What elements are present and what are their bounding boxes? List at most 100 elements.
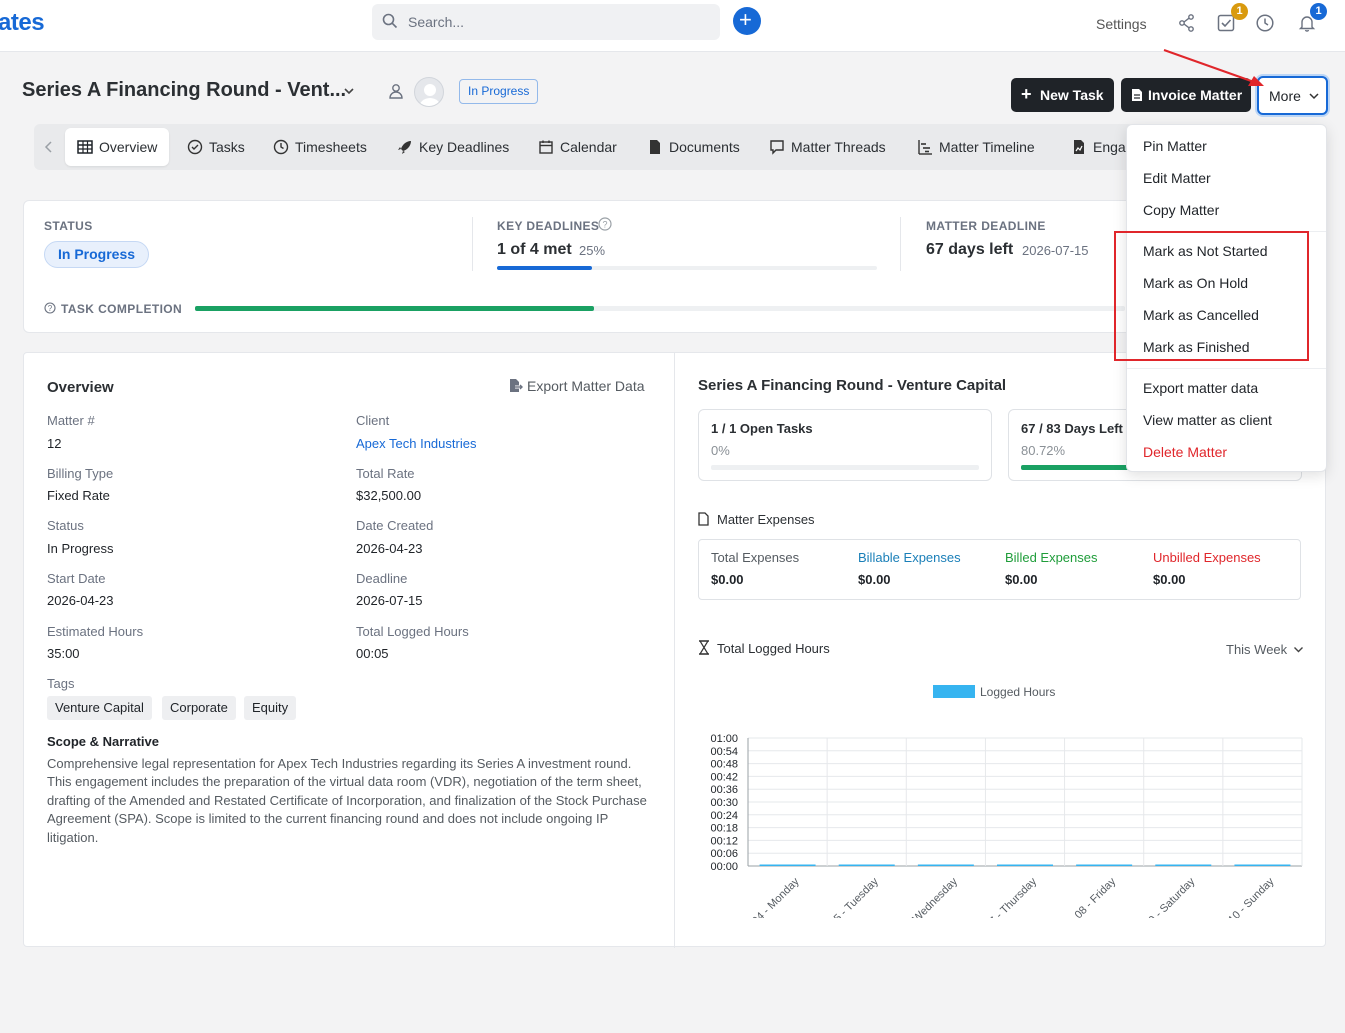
- menu-item-mark-not-started[interactable]: Mark as Not Started: [1143, 243, 1268, 259]
- days-left: 67 days left: [926, 241, 1014, 258]
- tag[interactable]: Venture Capital: [47, 696, 152, 720]
- menu-item-mark-cancelled[interactable]: Mark as Cancelled: [1143, 307, 1259, 323]
- deadlines-progress-fill: [497, 266, 592, 270]
- total-expenses-value: $0.00: [711, 572, 744, 587]
- export-matter-data-link[interactable]: Export Matter Data: [508, 378, 645, 394]
- y-tick-label: 00:18: [710, 823, 738, 835]
- tag[interactable]: Equity: [244, 696, 297, 720]
- task-completion-fill: [195, 306, 594, 311]
- clock-icon: [273, 139, 289, 155]
- top-bar: ates Search... + Settings 1 1: [0, 0, 1345, 52]
- tag[interactable]: Corporate: [162, 696, 236, 720]
- tab-matter-threads[interactable]: Matter Threads: [769, 128, 886, 166]
- check-circle-icon: [187, 139, 203, 155]
- status-pill: In Progress: [44, 241, 150, 268]
- days-left-percent: 80.72%: [1021, 443, 1066, 458]
- overview-heading: Overview: [47, 379, 114, 396]
- menu-item-edit-matter[interactable]: Edit Matter: [1143, 170, 1211, 186]
- avatar-placeholder-icon: [419, 84, 441, 106]
- y-tick-label: 00:48: [710, 759, 738, 771]
- task-completion-caption: TASK COMPLETION: [61, 302, 183, 316]
- matter-deadline-caption: MATTER DEADLINE: [926, 219, 1046, 233]
- menu-divider: [1127, 368, 1326, 369]
- billable-expenses-label: Billable Expenses: [858, 550, 961, 565]
- chevron-left-icon[interactable]: [44, 141, 54, 153]
- calendar-icon: [539, 140, 553, 154]
- menu-item-mark-finished[interactable]: Mark as Finished: [1143, 339, 1250, 355]
- date-range-select[interactable]: This Week: [1226, 642, 1304, 657]
- menu-item-view-as-client[interactable]: View matter as client: [1143, 412, 1272, 428]
- clock-icon[interactable]: [1255, 13, 1275, 33]
- billed-expenses-value: $0.00: [1005, 572, 1038, 587]
- search-box[interactable]: Search...: [372, 4, 720, 40]
- open-tasks-title: 1 / 1 Open Tasks: [711, 421, 813, 436]
- tab-overview[interactable]: Overview: [65, 128, 170, 166]
- open-tasks-card[interactable]: 1 / 1 Open Tasks 0%: [698, 409, 992, 481]
- deadlines-percent: 25%: [579, 243, 606, 258]
- app-logo[interactable]: ates: [0, 9, 45, 36]
- logged-hours-heading: Total Logged Hours: [717, 641, 830, 656]
- x-tick-label: 05 - Tuesday: [827, 875, 881, 918]
- status-caption: STATUS: [44, 219, 93, 233]
- more-button[interactable]: More: [1257, 76, 1328, 115]
- settings-link[interactable]: Settings: [1096, 16, 1147, 32]
- menu-item-export-data[interactable]: Export matter data: [1143, 380, 1259, 396]
- menu-item-pin-matter[interactable]: Pin Matter: [1143, 138, 1207, 154]
- chevron-down-icon[interactable]: [342, 84, 356, 98]
- svg-text:?: ?: [602, 220, 607, 230]
- billed-expenses-label: Billed Expenses: [1005, 550, 1098, 565]
- matter-summary-card: STATUS In Progress KEY DEADLINES ? 1 of …: [23, 200, 1326, 333]
- matter-tabs: Overview Tasks Timesheets Key Deadlines …: [34, 124, 1134, 170]
- y-tick-label: 00:54: [710, 746, 738, 758]
- menu-item-delete-matter[interactable]: Delete Matter: [1143, 444, 1228, 460]
- bar: [1234, 864, 1291, 866]
- estimated-hours-label: Estimated Hours: [47, 624, 144, 639]
- client-link[interactable]: Apex Tech Industries: [356, 436, 477, 451]
- total-expenses-label: Total Expenses: [711, 550, 800, 565]
- tasks-check-icon[interactable]: [1216, 13, 1236, 33]
- y-tick-label: 00:36: [710, 784, 738, 796]
- bell-icon[interactable]: [1297, 13, 1317, 33]
- table-icon: [77, 140, 93, 154]
- menu-item-copy-matter[interactable]: Copy Matter: [1143, 202, 1220, 218]
- new-task-button[interactable]: + New Task: [1011, 78, 1114, 112]
- page-title: Series A Financing Round - Vent...: [22, 79, 347, 101]
- status-badge: In Progress: [459, 79, 539, 104]
- client-label: Client: [356, 413, 390, 428]
- tab-engagement[interactable]: Enga: [1071, 128, 1126, 166]
- menu-item-mark-on-hold[interactable]: Mark as On Hold: [1143, 275, 1249, 291]
- tab-documents[interactable]: Documents: [647, 128, 740, 166]
- unbilled-expenses-value: $0.00: [1153, 572, 1186, 587]
- invoice-icon: [1132, 89, 1142, 101]
- logged-hours-chart: Logged Hours00:0000:0600:1200:1800:2400:…: [710, 685, 1303, 918]
- billing-type: Fixed Rate: [47, 488, 110, 503]
- export-icon: [510, 379, 523, 392]
- x-tick-label: 06 - Wednesday: [895, 875, 960, 918]
- tab-timesheets[interactable]: Timesheets: [273, 128, 367, 166]
- deadline-date: 2026-07-15: [1022, 243, 1089, 258]
- avatar[interactable]: [414, 77, 444, 107]
- bar: [1076, 864, 1133, 866]
- tab-matter-timeline[interactable]: Matter Timeline: [917, 128, 1035, 166]
- invoice-matter-button[interactable]: Invoice Matter: [1121, 78, 1251, 112]
- y-tick-label: 00:42: [710, 771, 738, 783]
- user-icon[interactable]: [387, 82, 405, 100]
- y-tick-label: 00:24: [710, 810, 738, 822]
- timeline-icon: [918, 140, 932, 155]
- y-tick-label: 00:12: [710, 835, 738, 847]
- open-tasks-percent: 0%: [711, 443, 730, 458]
- annotation-highlight-box: [1114, 231, 1309, 361]
- tab-calendar[interactable]: Calendar: [538, 128, 617, 166]
- help-icon[interactable]: ?: [44, 302, 56, 314]
- quick-add-button[interactable]: +: [733, 7, 761, 35]
- search-input[interactable]: Search...: [408, 14, 465, 30]
- tab-key-deadlines[interactable]: Key Deadlines: [397, 128, 509, 166]
- total-rate-label: Total Rate: [356, 466, 415, 481]
- share-icon[interactable]: [1177, 13, 1197, 33]
- tab-tasks[interactable]: Tasks: [187, 128, 245, 166]
- scope-heading: Scope & Narrative: [47, 734, 159, 749]
- help-icon[interactable]: ?: [598, 217, 612, 231]
- svg-text:?: ?: [48, 304, 53, 313]
- key-deadlines-caption: KEY DEADLINES: [497, 219, 600, 233]
- y-tick-label: 00:00: [710, 861, 738, 873]
